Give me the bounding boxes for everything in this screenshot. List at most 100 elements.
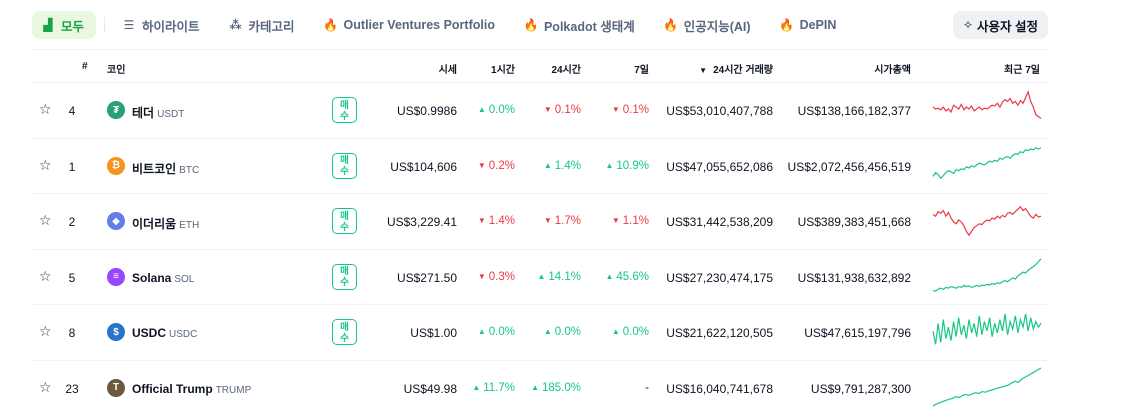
coin-logo-icon: $ bbox=[107, 323, 125, 341]
coin-name-link[interactable]: 비트코인 BTC bbox=[132, 160, 199, 177]
filter-tab-label: Polkadot 생태계 bbox=[543, 19, 635, 34]
change-value: 1.4% bbox=[554, 159, 581, 172]
table-header: # 코인 시세 1시간 24시간 7일 ▼ 24시간 거래량 시가총액 최근 7일 bbox=[32, 49, 1048, 83]
change-1h-header[interactable]: 1시간 bbox=[491, 65, 515, 76]
table-row[interactable]: ☆ 23 T Official Trump TRUMP US$49.98 ▲ 11.7% ▲ 18… bbox=[32, 361, 1048, 413]
filter-tab-label: 카테고리 bbox=[248, 19, 295, 34]
coin-name-link[interactable]: 이더리움 ETH bbox=[132, 215, 199, 232]
watchlist-star-icon[interactable]: ☆ bbox=[39, 101, 52, 117]
coin-volume: US$27,230,474,175 bbox=[666, 270, 773, 285]
change-c7: ▲ 45.6% bbox=[605, 271, 649, 283]
customize-button[interactable]: ✧ 사용자 설정 bbox=[952, 11, 1048, 39]
sparkline-chart[interactable] bbox=[931, 88, 1043, 132]
coin-market-cap: US$9,791,287,300 bbox=[810, 381, 911, 396]
change-value: 0.0% bbox=[488, 326, 515, 338]
coin-rank: 1 bbox=[68, 159, 76, 174]
coin-market-cap: US$138,166,182,377 bbox=[797, 104, 911, 118]
filter-tab[interactable]: 🔥 Outlier Ventures Portfolio bbox=[313, 11, 505, 39]
change-c24: ▼ 1.7% bbox=[544, 215, 581, 227]
table-row[interactable]: ☆ 8 $ USDC USDC 매 수 US$1.00 ▲ 0.0% ▲ 0.0% ▲ 0.0% US$21… bbox=[32, 305, 1048, 361]
coin-table: # 코인 시세 1시간 24시간 7일 ▼ 24시간 거래량 시가총액 최근 7일… bbox=[32, 49, 1048, 413]
coin-price: US$1.00 bbox=[410, 326, 457, 340]
table-row[interactable]: ☆ 4 ₮ 테더 USDT 매 수 US$0.9986 ▲ 0.0% ▼ 0.1% ▼ 0.1% US$53… bbox=[32, 83, 1048, 139]
change-c24: ▲ 14.1% bbox=[537, 271, 581, 283]
table-row[interactable]: ☆ 2 ◆ 이더리움 ETH 매 수 US$3,229.41 ▼ 1.4% ▼ 1.7% ▼ 1.1% US… bbox=[32, 194, 1048, 250]
filter-tab[interactable]: ⁂ 카테고리 bbox=[218, 11, 305, 39]
caret-up-icon: ▲ bbox=[605, 271, 614, 281]
filter-tab[interactable]: 🔥 DePIN bbox=[769, 11, 847, 39]
watchlist-star-icon[interactable]: ☆ bbox=[39, 156, 52, 173]
coin-rank: 8 bbox=[68, 326, 76, 340]
watchlist-star-icon[interactable]: ☆ bbox=[39, 378, 52, 395]
change-c7: - bbox=[645, 382, 649, 394]
market-cap-header[interactable]: 시가총액 bbox=[874, 65, 911, 76]
filter-tab-label: 모두 bbox=[61, 19, 85, 34]
coin-name: Solana bbox=[132, 270, 172, 285]
coin-name-link[interactable]: USDC USDC bbox=[132, 326, 197, 340]
change-value: - bbox=[645, 381, 649, 394]
filter-tab[interactable]: ☰ 하이라이트 bbox=[111, 11, 210, 39]
change-c24: ▲ 1.4% bbox=[544, 160, 581, 172]
coin-name-link[interactable]: Solana SOL bbox=[132, 271, 194, 285]
caret-up-icon: ▲ bbox=[472, 382, 481, 392]
change-c7: ▼ 0.1% bbox=[612, 104, 649, 116]
change-value: 0.0% bbox=[554, 326, 581, 338]
sparkline-chart[interactable] bbox=[931, 255, 1043, 299]
change-value: 14.1% bbox=[548, 270, 581, 283]
watchlist-star-icon[interactable]: ☆ bbox=[39, 212, 52, 228]
sparkline-path bbox=[932, 146, 1042, 179]
sparkline-chart[interactable] bbox=[931, 144, 1043, 188]
price-header[interactable]: 시세 bbox=[438, 65, 457, 76]
table-row[interactable]: ☆ 5 ≡ Solana SOL 매 수 US$271.50 ▼ 0.3% ▲ 14.1% ▲ 45.6%… bbox=[32, 250, 1048, 305]
coin-volume: US$21,622,120,505 bbox=[666, 326, 773, 340]
filter-tab[interactable]: 🔥 인공지능(AI) bbox=[653, 11, 761, 39]
caret-down-icon: ▼ bbox=[477, 216, 486, 225]
rank-header[interactable]: # bbox=[82, 61, 88, 72]
coin-name-link[interactable]: Official Trump TRUMP bbox=[132, 382, 251, 396]
coin-rank: 23 bbox=[65, 381, 79, 396]
change-value: 1.7% bbox=[554, 215, 581, 227]
change-c1: ▲ 0.0% bbox=[478, 326, 515, 338]
buy-label-2: 수 bbox=[340, 332, 349, 344]
coin-rank: 5 bbox=[68, 270, 76, 285]
coin-price: US$0.9986 bbox=[396, 104, 457, 118]
caret-up-icon: ▲ bbox=[611, 327, 620, 336]
fire-icon: 🔥 bbox=[779, 18, 795, 32]
list-icon: ☰ bbox=[123, 18, 135, 32]
watchlist-star-icon[interactable]: ☆ bbox=[39, 323, 52, 339]
coin-header[interactable]: 코인 bbox=[107, 65, 126, 76]
watchlist-star-icon[interactable]: ☆ bbox=[39, 267, 52, 284]
coin-price: US$104,606 bbox=[390, 159, 457, 174]
coin-volume: US$16,040,741,678 bbox=[666, 381, 773, 396]
change-value: 1.4% bbox=[488, 215, 515, 227]
change-value: 11.7% bbox=[483, 381, 515, 394]
caret-down-icon: ▼ bbox=[477, 271, 486, 281]
sparkline-chart[interactable] bbox=[931, 310, 1043, 354]
fire-icon: 🔥 bbox=[523, 18, 539, 32]
table-body: ☆ 4 ₮ 테더 USDT 매 수 US$0.9986 ▲ 0.0% ▼ 0.1% ▼ 0.1% US$53… bbox=[32, 83, 1048, 413]
change-c7: ▼ 1.1% bbox=[612, 215, 649, 227]
buy-label-1: 매 bbox=[340, 155, 349, 166]
caret-down-icon: ▼ bbox=[543, 216, 552, 225]
change-24h-header[interactable]: 24시간 bbox=[551, 65, 581, 76]
filter-tab[interactable]: 🔥 Polkadot 생태계 bbox=[513, 11, 645, 39]
coin-market-cap: US$47,615,197,796 bbox=[804, 326, 911, 340]
table-row[interactable]: ☆ 1 ₿ 비트코인 BTC 매 수 US$104,606 ▼ 0.2% ▲ 1.4% ▲ 10.9% US… bbox=[32, 139, 1048, 194]
sparkline-chart[interactable] bbox=[931, 366, 1043, 410]
caret-up-icon: ▲ bbox=[477, 327, 486, 336]
sparkline-path bbox=[932, 366, 1042, 407]
change-value: 0.0% bbox=[622, 326, 649, 338]
filter-tab[interactable]: ▟ 모두 bbox=[32, 11, 97, 39]
coin-name-link[interactable]: 테더 USDT bbox=[132, 104, 184, 121]
change-7d-header[interactable]: 7일 bbox=[634, 65, 649, 76]
volume-header[interactable]: ▼ 24시간 거래량 bbox=[699, 61, 773, 76]
sparkline-chart[interactable] bbox=[931, 199, 1043, 243]
coin-rank: 2 bbox=[68, 215, 76, 229]
coin-volume: US$53,010,407,788 bbox=[666, 104, 773, 118]
coin-price: US$49.98 bbox=[403, 381, 457, 396]
